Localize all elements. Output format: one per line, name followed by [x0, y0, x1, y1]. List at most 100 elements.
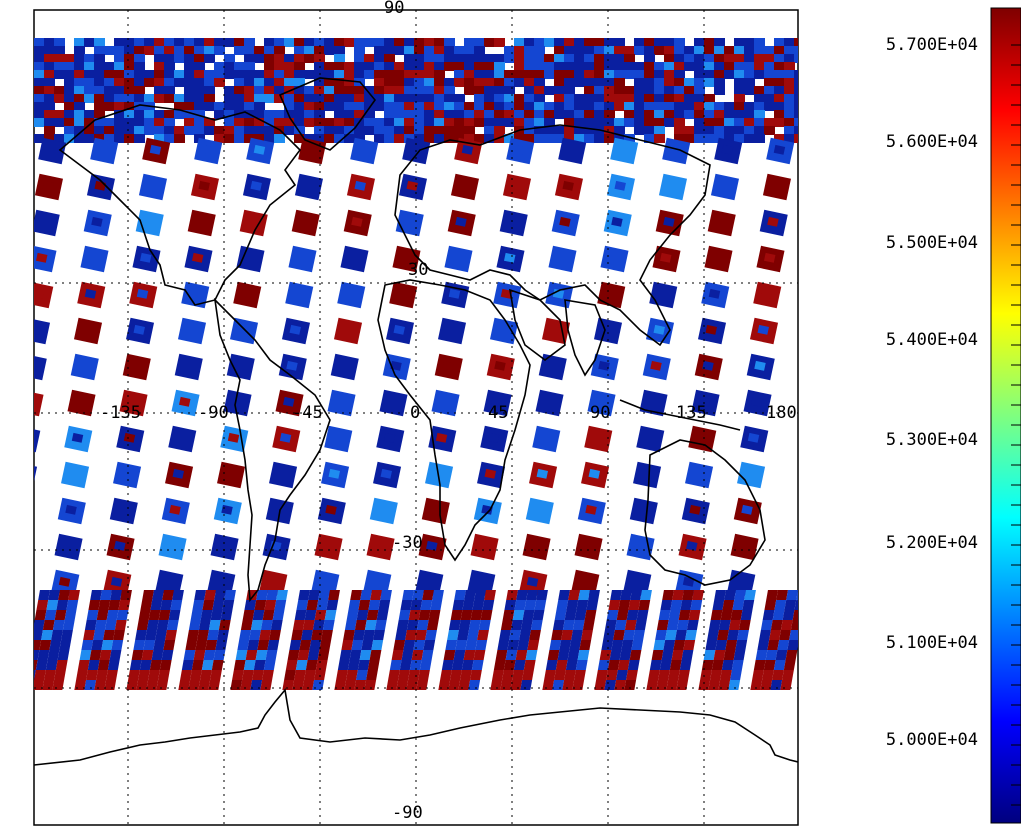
north-band-cell [734, 46, 745, 55]
swath-cell [593, 317, 623, 345]
swath-segment [587, 389, 616, 417]
lon-label-45: 45 [488, 403, 508, 423]
north-band-cell [314, 110, 325, 119]
south-swath-cell [244, 600, 257, 610]
north-band-cell [724, 102, 735, 111]
north-band-cell [224, 38, 235, 47]
india-outline [564, 299, 606, 377]
swath-segment [242, 173, 271, 201]
north-band-cell [74, 134, 85, 143]
north-band-cell [734, 86, 745, 95]
north-band-cell [304, 86, 315, 95]
north-band-cell [154, 54, 165, 63]
swath-segment [80, 245, 109, 273]
south-swath-cell [408, 670, 420, 680]
swath-segment [629, 497, 658, 525]
north-band-cell [724, 54, 735, 63]
south-swath-cell [250, 620, 263, 630]
north-band-cell [64, 102, 75, 111]
north-band-cell [574, 102, 585, 111]
north-band-cell [564, 94, 575, 103]
south-swath-cell [253, 660, 266, 670]
south-swath-cell [626, 610, 639, 620]
north-band-cell [364, 70, 375, 79]
colorbar-label-54000: 5.400E+04 [886, 330, 978, 350]
south-swath-cell [346, 670, 358, 680]
south-swath-cell [386, 680, 399, 690]
north-band-cell [244, 134, 255, 143]
south-swath-cell [502, 670, 514, 680]
south-swath-cell [561, 630, 573, 640]
swath-cell [113, 461, 142, 489]
swath-segment [480, 425, 509, 453]
south-swath-cell [51, 630, 63, 640]
south-swath-cell [564, 670, 576, 680]
south-swath-cell [734, 590, 746, 600]
north-band-cell [234, 86, 245, 95]
south-swath-cell [440, 670, 452, 680]
south-swath-cell [160, 600, 173, 610]
south-swath-cell [604, 680, 617, 690]
north-band-cell [544, 86, 555, 95]
swath-segment [90, 137, 119, 165]
south-swath-cell [495, 650, 508, 660]
north-band-cell [414, 102, 425, 111]
north-band-cell [384, 118, 395, 127]
north-band-cell [134, 38, 145, 47]
north-band-cell [64, 110, 75, 119]
swath-cell-detail [84, 288, 97, 299]
south-swath-cell [710, 670, 722, 680]
north-band-cell [384, 134, 395, 143]
north-band-cell [174, 46, 185, 55]
south-swath-cell [522, 610, 535, 620]
north-band-cell [184, 110, 195, 119]
africa-outline [377, 279, 531, 562]
south-swath-cell [510, 680, 523, 690]
north-band-cell [764, 126, 775, 135]
south-swath-cell [304, 610, 317, 620]
north-band-cell [554, 126, 565, 135]
swath-cell-detail [435, 432, 448, 443]
swath-cell-detail [169, 504, 181, 515]
south-swath-cell [721, 660, 734, 670]
north-band-cell [224, 86, 235, 95]
swath-cell [80, 245, 109, 273]
swath-segment [532, 425, 561, 453]
north-band-cell [604, 110, 615, 119]
north-band-cell [314, 94, 325, 103]
south-swath-cell [252, 670, 264, 680]
south-swath-cell [347, 660, 360, 670]
north-band-cell [334, 94, 345, 103]
north-band-cell [414, 86, 425, 95]
south-swath-cell [398, 670, 410, 680]
north-band-cell [754, 54, 765, 63]
swath-segment [506, 137, 535, 165]
north-band-cell [724, 46, 735, 55]
north-america-outline [58, 104, 302, 306]
north-band-cell [304, 118, 315, 127]
north-band-cell [424, 118, 435, 127]
swath-cell [363, 569, 392, 597]
south-swath-cell [581, 630, 593, 640]
north-band-cell [294, 54, 305, 63]
north-band-cell [784, 110, 795, 119]
north-band-cell [244, 70, 255, 79]
south-swath-cell [68, 590, 80, 600]
north-band-cell [484, 86, 495, 95]
north-band-cell [84, 78, 95, 87]
north-band-cell [744, 102, 755, 111]
swath-segment [701, 281, 730, 309]
south-swath-cell [468, 680, 481, 690]
swath-segment [54, 533, 83, 561]
south-swath-cell [728, 680, 741, 690]
swath-segment [610, 137, 639, 165]
north-band-cell [104, 62, 115, 71]
swath-cell-detail [383, 432, 396, 443]
south-swath-cell [426, 620, 439, 630]
swath-segment [0, 570, 27, 597]
north-band-cell [424, 134, 435, 143]
south-swath-cell [242, 670, 254, 680]
north-band-cell [264, 54, 275, 63]
swath-segment [398, 173, 427, 201]
north-band-cell [164, 118, 175, 127]
